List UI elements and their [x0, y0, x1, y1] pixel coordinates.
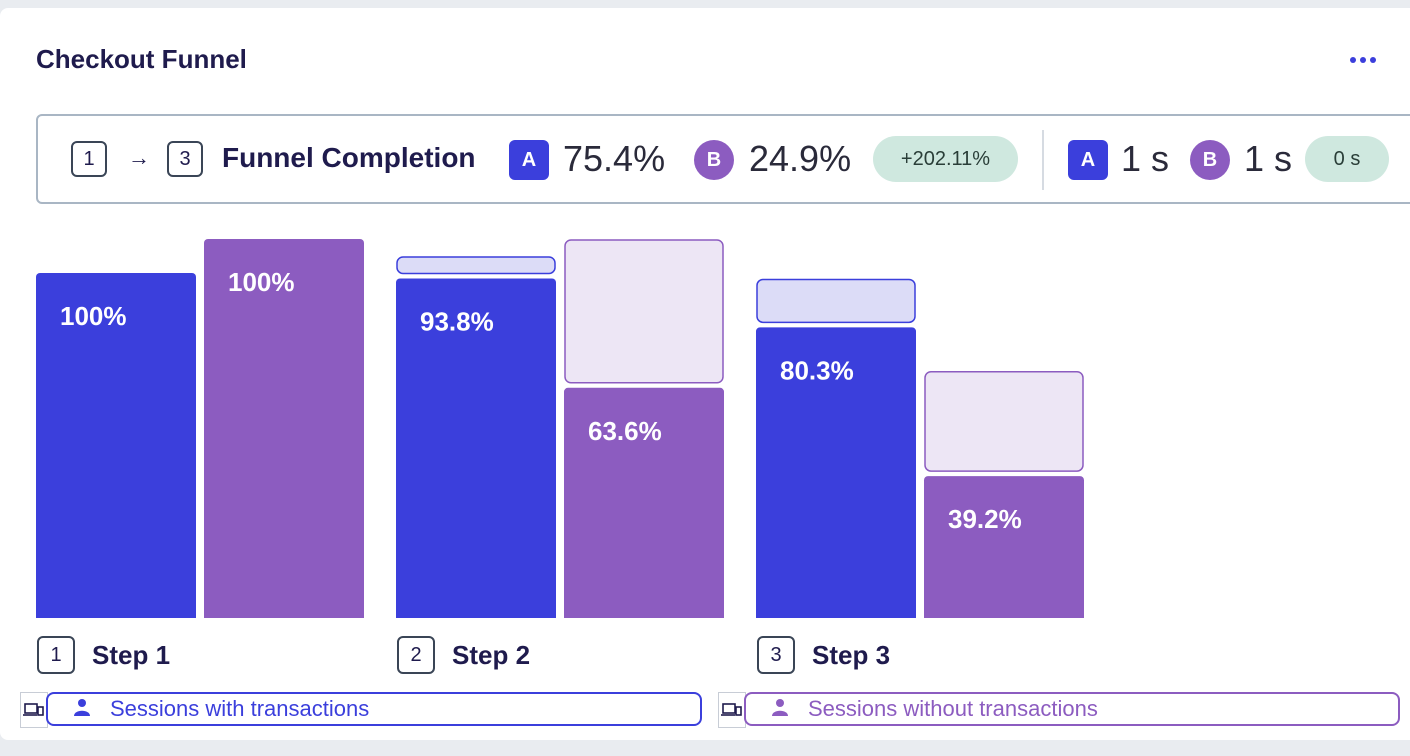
step-2-label: Step 2 [452, 640, 531, 670]
bar-label-b-step-1: 100% [228, 267, 295, 297]
summary-divider [1042, 130, 1044, 190]
bar-b-step-1[interactable] [204, 239, 364, 618]
bar-base-b-step-2 [564, 612, 724, 618]
dropoff-bar-a-step-3[interactable] [756, 278, 916, 324]
bar-label-b-step-3: 39.2% [948, 504, 1022, 534]
dropoff-bar-b-step-3[interactable] [924, 371, 1084, 472]
step-1-number: 1 [37, 636, 75, 674]
bar-base-b-step-1 [204, 612, 364, 618]
completion-a-value: 75.4% [563, 138, 666, 179]
bar-a-step-3[interactable] [756, 327, 916, 618]
bar-b-step-3[interactable] [924, 476, 1084, 618]
bar-label-a-step-1: 100% [60, 301, 127, 331]
time-b-value: 1 s [1244, 138, 1293, 179]
time-a-badge: A [1068, 140, 1108, 180]
widget-title: Checkout Funnel [36, 44, 247, 74]
segment-b-legend[interactable]: Sessions without transactions [744, 692, 1400, 726]
time-delta-pill: 0 s [1305, 136, 1389, 182]
summary-to-step: 3 [167, 141, 203, 177]
bar-a-step-2[interactable] [396, 278, 556, 618]
step-3-number: 3 [757, 636, 795, 674]
dropoff-bar-a-step-2[interactable] [396, 256, 556, 275]
bar-base-a-step-2 [396, 612, 556, 618]
step-1-label: Step 1 [92, 640, 171, 670]
step-2-number: 2 [397, 636, 435, 674]
step-3-label: Step 3 [812, 640, 891, 670]
summary-from-step: 1 [71, 141, 107, 177]
bar-base-a-step-1 [36, 612, 196, 618]
person-icon [74, 696, 90, 722]
funnel-chart: 100% 100% 93.8% 63.6% 80.3% 39.2% [36, 239, 1084, 618]
bar-base-b-step-3 [924, 612, 1084, 618]
segment-a-legend[interactable]: Sessions with transactions [46, 692, 702, 726]
bar-b-step-2[interactable] [564, 387, 724, 618]
devices-icon [20, 692, 48, 728]
dropoff-bar-b-step-2[interactable] [564, 239, 724, 384]
segment-b-label: Sessions without transactions [808, 696, 1098, 721]
time-a-value: 1 s [1121, 138, 1170, 179]
devices-icon [718, 692, 746, 728]
arrow-right-icon: → [128, 145, 150, 170]
bar-label-a-step-3: 80.3% [780, 355, 854, 385]
person-icon [772, 696, 788, 722]
bar-label-b-step-2: 63.6% [588, 416, 662, 446]
more-options-icon[interactable] [1346, 46, 1380, 74]
time-b-badge: B [1190, 140, 1230, 180]
completion-delta-pill: +202.11% [873, 136, 1018, 182]
funnel-completion-label: Funnel Completion [222, 142, 476, 173]
bar-label-a-step-2: 93.8% [420, 306, 494, 336]
segment-a-badge: A [509, 140, 549, 180]
segment-a-label: Sessions with transactions [110, 696, 370, 721]
bar-base-a-step-3 [756, 612, 916, 618]
segment-b-badge: B [694, 140, 734, 180]
bar-a-step-1[interactable] [36, 273, 196, 618]
completion-b-value: 24.9% [749, 138, 852, 179]
